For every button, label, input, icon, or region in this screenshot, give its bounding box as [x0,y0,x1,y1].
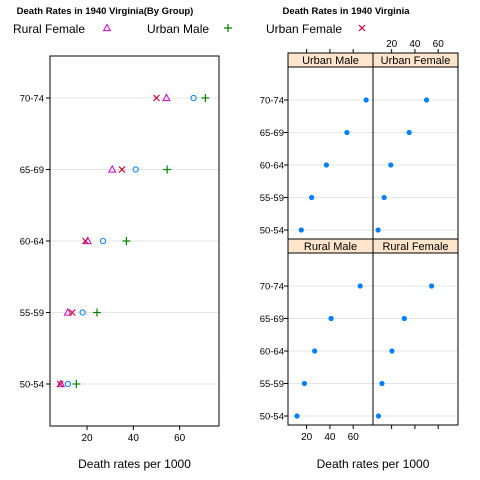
right-chart-title: Death Rates in 1940 Virginia [282,6,410,17]
right-top-x-tick-label: 60 [433,39,445,50]
left-y-tick-label: 60-64 [20,237,44,248]
panel-point-urban-female [406,129,412,136]
left-point-urban-female-b [56,380,64,388]
panel-frame-rural-female [372,238,459,426]
left-point-rural-female [162,93,171,102]
left-y-tick-label: 50-54 [20,380,44,391]
right-y-tick-label: 55-59 [260,193,284,204]
left-point-rural-male [132,166,139,173]
left-point-urban-female-b [68,309,76,316]
left-point-rural-male-shape [79,309,86,316]
panel-point-rural-male [312,348,318,354]
left-point-rural-male-shape [64,380,71,388]
left-point-rural-female-shape [162,93,171,102]
left-point-rural-male [79,309,86,316]
panel-point-urban-female [423,97,430,103]
left-point-urban-male [163,165,172,174]
left-point-urban-female [81,237,89,245]
panel-frame-urban-female [372,52,459,240]
left-legend-label-0: Rural Female [13,22,85,36]
right-bottom-x-tick-label: 40 [324,432,336,443]
left-point-urban-female-b [118,166,126,173]
panel-point-urban-female [388,162,394,168]
panel-point-rural-female [401,315,407,322]
right-bottom-x-tick-label: 20 [301,432,313,443]
left-point-urban-female [153,94,160,102]
left-legend-label-1: Urban Male [147,22,209,36]
panel-point-urban-male [298,227,304,233]
panel-frame-urban-male [287,52,374,240]
left-point-urban-male [201,94,210,102]
left-point-rural-male [99,237,107,245]
left-x-tick-label: 60 [174,433,186,444]
left-point-urban-female-b [81,237,89,245]
panel-point-rural-female [428,283,435,289]
left-point-urban-female [118,166,126,173]
panel-strip-label-urban-male: Urban Male [302,55,359,67]
right-y-tick-label: 60-64 [260,347,284,358]
panel-point-urban-male [309,194,315,201]
left-point-rural-female [108,164,117,173]
left-x-tick-label: 40 [128,433,140,444]
left-legend-symbol-0 [102,23,112,32]
left-x-axis-label: Death rates per 1000 [78,457,191,471]
right-y-tick-label: 50-54 [260,226,284,237]
left-point-rural-male [190,94,197,102]
right-y-tick-label: 70-74 [260,282,284,293]
left-y-tick-label: 70-74 [20,94,44,105]
panel-point-rural-male [328,315,334,322]
right-legend-symbol-0 [358,24,366,32]
left-point-urban-female-b [153,94,160,102]
left-point-urban-male [92,308,101,317]
left-point-rural-male-shape [190,94,197,102]
left-y-tick-label: 65-69 [20,165,44,176]
panel-point-rural-female [375,413,382,419]
left-legend-symbol-1 [224,24,232,32]
right-legend-label-0: Urban Female [266,22,342,36]
right-y-tick-label: 50-54 [260,412,284,423]
left-point-urban-male [72,380,81,388]
right-legend-symbol-0-b [358,24,366,32]
right-top-x-tick-label: 20 [386,39,398,50]
panel-strip-label-rural-female: Rural Female [382,241,448,253]
left-point-urban-female [68,309,76,316]
left-legend-symbol-0-shape [102,23,112,32]
right-top-x-tick-label: 40 [409,39,421,50]
right-bottom-x-tick-label: 60 [348,432,360,443]
left-point-rural-female-shape [108,164,117,173]
left-point-rural-female-shape [63,307,73,316]
left-point-rural-female [63,307,73,316]
right-x-axis-label: Death rates per 1000 [317,457,430,471]
right-y-tick-label: 55-59 [260,379,284,390]
left-x-tick-label: 20 [81,433,93,444]
right-y-tick-label: 65-69 [260,314,284,325]
panel-strip-label-urban-female: Urban Female [381,55,451,67]
panel-point-rural-male [301,380,308,387]
panel-point-urban-female [381,194,387,201]
right-y-tick-label: 60-64 [260,161,284,172]
panel-point-urban-male [323,162,330,168]
left-chart-title: Death Rates in 1940 Virginia(By Group) [17,6,194,17]
panel-point-rural-male [357,283,363,289]
panel-point-rural-female [389,348,395,354]
panel-frame-rural-male [287,238,374,426]
left-point-rural-male-shape [132,166,139,173]
panel-point-rural-female [379,380,385,387]
left-point-rural-male-shape [99,237,107,245]
panel-point-urban-female [375,227,381,233]
panel-point-urban-male [344,129,350,136]
panel-point-rural-male [294,413,300,419]
panel-strip-label-rural-male: Rural Male [304,241,357,253]
left-point-urban-male [122,237,131,245]
left-point-urban-female [56,380,64,388]
left-point-rural-male [64,380,71,388]
right-y-tick-label: 70-74 [260,96,284,107]
right-y-tick-label: 65-69 [260,128,284,139]
left-y-tick-label: 55-59 [20,308,44,319]
panel-point-urban-male [363,97,369,103]
